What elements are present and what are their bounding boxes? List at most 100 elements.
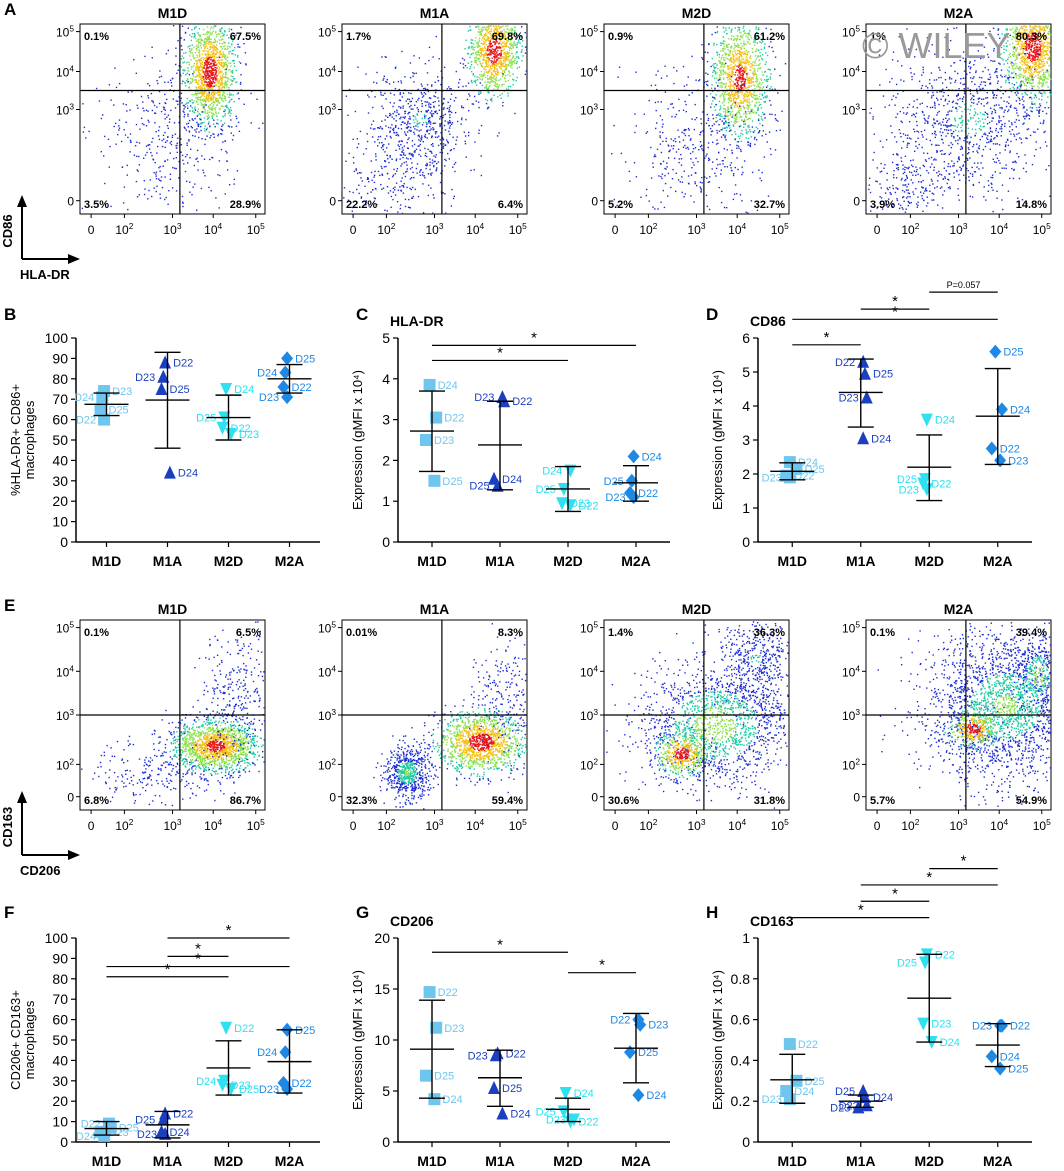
event-dot	[426, 130, 428, 133]
event-dot	[178, 65, 180, 67]
event-dot	[758, 101, 760, 103]
event-dot	[727, 68, 729, 70]
event-dot	[373, 181, 376, 184]
event-dot	[722, 160, 724, 162]
event-dot	[196, 121, 198, 124]
event-dot	[754, 73, 756, 75]
event-dot	[737, 107, 740, 109]
event-dot	[445, 159, 447, 162]
event-dot	[754, 64, 756, 67]
event-dot	[235, 115, 237, 117]
event-dot	[728, 74, 730, 76]
event-dot	[634, 131, 636, 134]
plot-frame	[341, 23, 528, 215]
event-dot	[499, 35, 501, 38]
event-dot	[750, 62, 752, 65]
event-dot	[483, 37, 485, 40]
event-dot	[213, 84, 215, 87]
event-dot	[657, 70, 659, 72]
event-dot	[486, 65, 488, 67]
event-dot	[721, 120, 723, 122]
event-dot	[769, 69, 771, 71]
event-dot	[482, 58, 485, 60]
event-dot	[477, 46, 479, 49]
event-dot	[745, 116, 747, 119]
event-dot	[762, 130, 765, 132]
event-dot	[745, 91, 748, 93]
event-dot	[460, 123, 462, 125]
event-dot	[739, 71, 741, 74]
event-dot	[711, 75, 714, 77]
event-dot	[422, 121, 425, 124]
x-tick-label: 105	[771, 221, 789, 237]
event-dot	[494, 48, 497, 50]
event-dot	[205, 84, 207, 86]
event-dot	[226, 60, 229, 62]
event-dots	[868, 25, 1052, 213]
event-dot	[506, 41, 508, 44]
event-dot	[761, 88, 763, 90]
event-dot	[221, 99, 224, 102]
event-dot	[197, 125, 199, 127]
event-dot	[224, 84, 226, 86]
event-dot	[497, 32, 500, 34]
event-dot	[423, 115, 426, 117]
event-dot	[741, 78, 743, 80]
event-dot	[204, 81, 206, 83]
event-dot	[730, 31, 732, 33]
event-dot	[376, 203, 378, 206]
event-dot	[725, 62, 727, 65]
event-dot	[716, 72, 718, 74]
event-dot	[114, 67, 116, 69]
event-dot	[747, 131, 749, 133]
event-dot	[768, 131, 771, 133]
quadrant-percent-br: 28.9%	[230, 199, 261, 211]
event-dot	[728, 130, 731, 132]
event-dot	[468, 93, 470, 95]
event-dot	[716, 114, 718, 116]
event-dot	[201, 62, 203, 64]
event-dot	[484, 26, 486, 28]
event-dot	[744, 81, 746, 83]
event-dot	[398, 106, 400, 108]
event-dot	[667, 195, 669, 197]
event-dot	[195, 37, 197, 40]
event-dot	[228, 111, 230, 113]
event-dot	[1031, 26, 1033, 29]
event-dot	[202, 57, 205, 59]
event-dot	[727, 108, 730, 110]
event-dot	[208, 111, 211, 113]
event-dot	[728, 38, 730, 40]
event-dot	[750, 108, 752, 110]
event-dot	[721, 190, 723, 193]
event-dot	[218, 207, 220, 209]
event-dot	[477, 54, 479, 56]
event-dot	[351, 206, 354, 209]
event-dot	[237, 121, 240, 124]
event-dot	[208, 131, 211, 133]
event-dot	[495, 47, 498, 49]
event-dot	[730, 29, 733, 32]
event-dot	[493, 59, 496, 61]
event-dot	[382, 107, 384, 110]
event-dot	[700, 187, 702, 190]
event-dot	[188, 86, 190, 88]
event-dot	[490, 99, 492, 101]
event-dot	[490, 72, 493, 74]
event-dot	[687, 148, 690, 150]
event-dot	[507, 53, 509, 55]
event-dot	[164, 198, 166, 201]
event-dot	[198, 28, 201, 30]
event-dot	[483, 68, 486, 70]
event-dot	[197, 169, 199, 171]
event-dot	[397, 144, 399, 146]
event-dot	[194, 108, 196, 110]
event-dot	[414, 150, 416, 152]
event-dot	[485, 98, 487, 101]
event-dot	[747, 80, 749, 82]
event-dot	[159, 179, 161, 182]
event-dot	[416, 113, 418, 115]
event-dot	[423, 92, 426, 94]
event-dot	[700, 118, 702, 120]
event-dot	[441, 103, 444, 105]
